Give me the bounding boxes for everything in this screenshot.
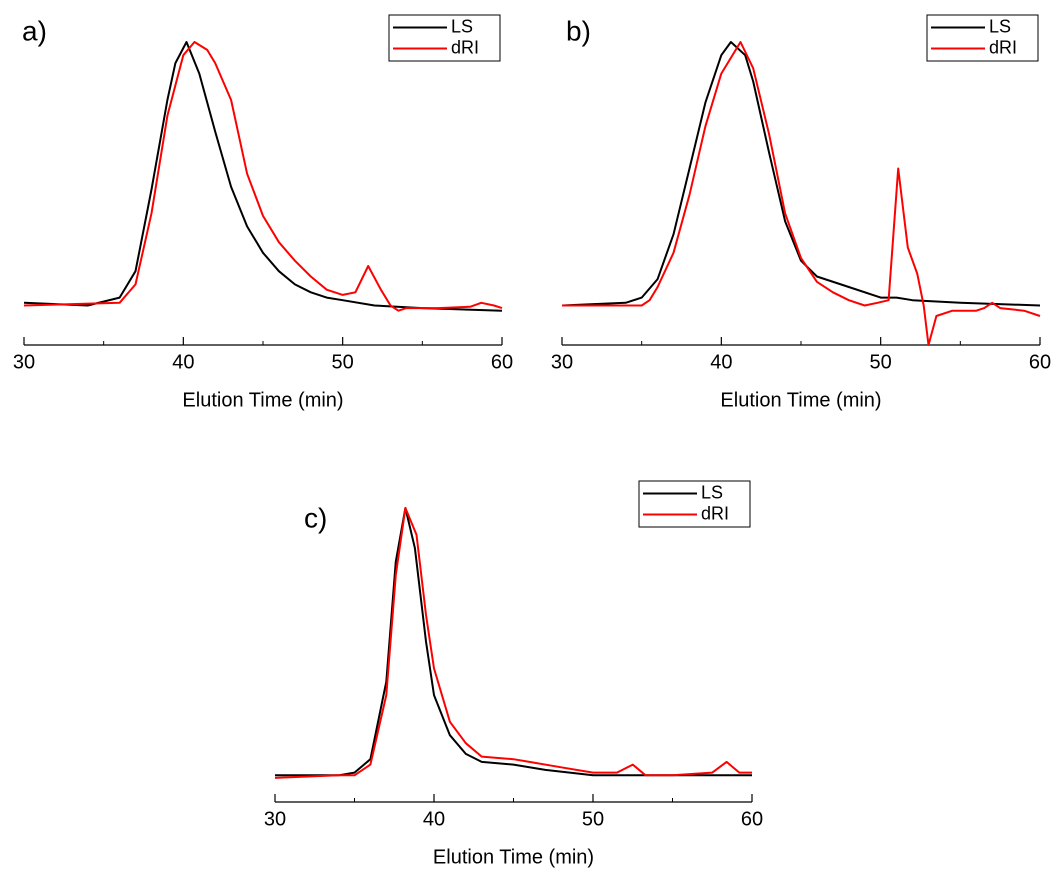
series-line — [561, 41, 1041, 307]
series-line — [274, 507, 752, 779]
legend-label: LS — [701, 482, 723, 502]
x-tick-label: 40 — [172, 351, 194, 373]
x-tick-label: 50 — [870, 351, 892, 373]
x-tick-label: 60 — [741, 808, 763, 830]
x-tick-label: 30 — [264, 808, 286, 830]
x-axis-label: Elution Time (min) — [720, 389, 881, 411]
legend-label: dRI — [701, 503, 729, 523]
series-line — [275, 507, 752, 777]
x-tick-label: 50 — [332, 351, 354, 373]
series-line — [562, 41, 1041, 346]
series-line — [23, 41, 503, 312]
x-tick-label: 50 — [582, 808, 604, 830]
x-tick-label: 40 — [423, 808, 445, 830]
x-axis-label: Elution Time (min) — [182, 389, 343, 411]
x-tick-label: 60 — [1029, 351, 1051, 373]
panel-label: c) — [304, 502, 327, 533]
panel-label: b) — [566, 15, 591, 46]
x-tick-label: 40 — [710, 351, 732, 373]
legend-label: LS — [451, 16, 473, 36]
legend-label: dRI — [989, 37, 1017, 57]
legend-label: LS — [989, 16, 1011, 36]
legend-box — [926, 14, 1039, 62]
legend-label: dRI — [451, 37, 479, 57]
x-tick-label: 60 — [491, 351, 513, 373]
x-tick-label: 30 — [13, 351, 35, 373]
legend-box — [638, 480, 751, 528]
x-axis-label: Elution Time (min) — [433, 846, 594, 868]
series-line — [23, 41, 503, 312]
legend-box — [388, 14, 501, 62]
x-tick-label: 30 — [551, 351, 573, 373]
panel-label: a) — [22, 15, 47, 46]
